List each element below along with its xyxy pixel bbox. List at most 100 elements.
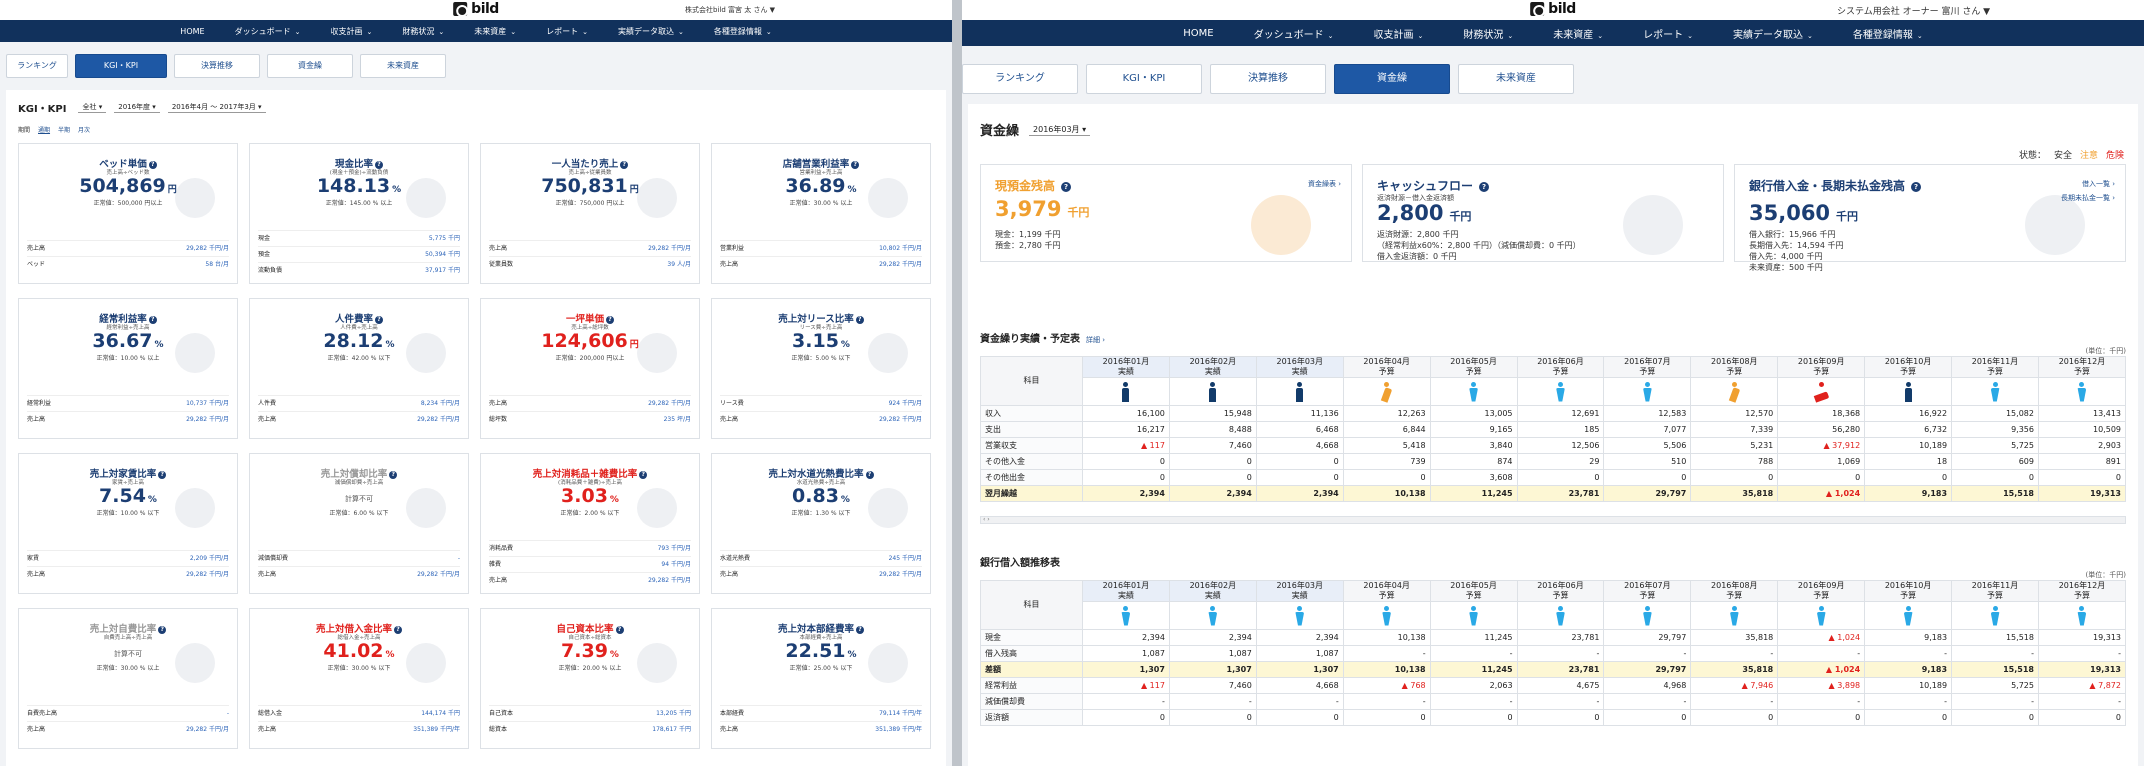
tab-item[interactable]: 資金繰 bbox=[1334, 64, 1450, 94]
help-icon[interactable]: ? bbox=[615, 626, 624, 634]
month-header: 2016年09月 予算 bbox=[1777, 580, 1866, 602]
nav-item[interactable]: レポート ⌄ bbox=[1643, 29, 1693, 41]
kpi-card: 店舗営業利益率? 営業利益÷売上高 36.89% 正常値：30.00 % 以上 … bbox=[711, 143, 931, 284]
kpi-value: 36.89% bbox=[785, 175, 857, 197]
help-icon[interactable]: ? bbox=[855, 316, 864, 324]
help-icon[interactable]: ? bbox=[394, 626, 402, 634]
tab-item[interactable]: KGI・KPI bbox=[1086, 64, 1202, 94]
nav-item[interactable]: 実績データ取込 ⌄ bbox=[1732, 29, 1813, 41]
help-icon[interactable]: ? bbox=[606, 316, 614, 324]
month-header: 2016年12月 予算 bbox=[2037, 356, 2127, 378]
tab-item[interactable]: ランキング bbox=[962, 64, 1078, 94]
help-icon[interactable]: ? bbox=[158, 471, 167, 479]
store-select[interactable]: 全社 ▾ bbox=[78, 102, 107, 113]
nav-item[interactable]: 収支計画 ⌄ bbox=[330, 26, 373, 36]
period-full-year[interactable]: 通期 bbox=[38, 127, 51, 134]
period-half[interactable]: 半期 bbox=[58, 127, 71, 134]
top-bar: bild システム用会社 オーナー 富川 さん ▼ bbox=[962, 0, 2144, 20]
kpi-row: 減価償却費 - bbox=[258, 550, 460, 566]
user-menu[interactable]: 株式会社bild 富宮 太 さん ▼ bbox=[685, 6, 776, 14]
month-header: 2016年08月 予算 bbox=[1690, 356, 1779, 378]
card-link[interactable]: 資金繰表 › bbox=[1307, 180, 1341, 188]
kpi-row: 総借入金 144,174 千円 bbox=[258, 705, 460, 721]
kpi-card: 売上対リース比率? リース費÷売上高 3.15% 正常値：5.00 % 以下 リ… bbox=[711, 298, 931, 439]
cf-table-title: 資金繰り実績・予定表 詳細 › bbox=[980, 334, 1106, 345]
tab-item[interactable]: 決算推移 bbox=[174, 54, 260, 78]
help-icon[interactable]: ? bbox=[865, 471, 874, 479]
month-select[interactable]: 2016年03月 ▾ bbox=[1029, 124, 1091, 136]
nav-item[interactable]: ダッシュボード ⌄ bbox=[1253, 29, 1334, 41]
nav-item[interactable]: HOME bbox=[1183, 27, 1214, 39]
range-select[interactable]: 2016年4月 〜 2017年3月 ▾ bbox=[167, 102, 266, 113]
help-icon[interactable]: ? bbox=[1061, 182, 1072, 192]
help-icon[interactable]: ? bbox=[148, 316, 157, 324]
kpi-value: 3.15% bbox=[792, 330, 850, 352]
nav-item[interactable]: 実績データ取込 ⌄ bbox=[617, 26, 684, 36]
chevron-down-icon: ⌄ bbox=[582, 27, 588, 36]
cf-table-scrollbar[interactable]: ‹ › bbox=[980, 516, 2126, 524]
cf-detail-link[interactable]: 詳細 › bbox=[1086, 336, 1106, 344]
nav-item[interactable]: 未来資産 ⌄ bbox=[1553, 29, 1604, 41]
help-icon[interactable]: ? bbox=[639, 471, 648, 479]
main-nav: HOME ダッシュボード ⌄ 収支計画 ⌄ 財務状況 ⌄ 未来資産 ⌄ レポート ⌄ 実績データ取込 ⌄… bbox=[0, 20, 952, 42]
month-header: 2016年11月 予算 bbox=[1951, 580, 2039, 602]
nav-item[interactable]: 未来資産 ⌄ bbox=[474, 26, 517, 36]
help-icon[interactable]: ? bbox=[158, 626, 167, 634]
status-figure-icon bbox=[1342, 601, 1431, 630]
nav-item[interactable]: 財務状況 ⌄ bbox=[402, 26, 445, 36]
help-icon[interactable]: ? bbox=[851, 161, 860, 169]
nav-item[interactable]: 財務状況 ⌄ bbox=[1463, 29, 1514, 41]
nav-item[interactable]: レポート ⌄ bbox=[546, 26, 588, 36]
nav-item[interactable]: ダッシュボード ⌄ bbox=[234, 26, 301, 36]
kpi-row: 自費売上高 - bbox=[27, 705, 229, 721]
status-figure-icon bbox=[1951, 601, 2039, 630]
status-figure-icon bbox=[1690, 601, 1779, 630]
help-icon[interactable]: ? bbox=[148, 161, 157, 169]
tab-item[interactable]: 未来資産 bbox=[360, 54, 446, 78]
main-nav: HOME ダッシュボード ⌄ 収支計画 ⌄ 財務状況 ⌄ 未来資産 ⌄ レポート ⌄ 実績データ取込 ⌄… bbox=[962, 20, 2144, 46]
month-header: 2016年02月 実績 bbox=[1168, 580, 1257, 602]
kpi-value: 148.13% bbox=[316, 175, 402, 197]
month-header: 2016年07月 予算 bbox=[1603, 356, 1692, 378]
kpi-standard: 正常値：5.00 % 以下 bbox=[791, 355, 851, 362]
kpi-row: 売上高 29,282 千円/月 bbox=[489, 395, 691, 411]
kpi-bg-icon bbox=[175, 178, 215, 218]
card-link[interactable]: 長期未払金一覧 › bbox=[2060, 194, 2115, 202]
unit-label: (単位：千円) bbox=[2085, 347, 2126, 355]
nav-item[interactable]: 各種登録情報 ⌄ bbox=[1852, 29, 1923, 41]
help-icon[interactable]: ? bbox=[1911, 182, 1922, 192]
tab-item[interactable]: 未来資産 bbox=[1458, 64, 1574, 94]
kpi-card: ベッド単価? 売上高÷ベッド数 504,869 円 正常値：500,000 円以上… bbox=[18, 143, 238, 284]
tab-item[interactable]: ランキング bbox=[6, 54, 68, 78]
bild-logo[interactable]: bild bbox=[1530, 1, 1576, 17]
help-icon[interactable]: ? bbox=[375, 316, 383, 324]
status-figure-icon bbox=[1168, 377, 1257, 406]
help-icon[interactable]: ? bbox=[389, 471, 398, 479]
tab-item[interactable]: 資金繰 bbox=[267, 54, 353, 78]
status-figure-icon bbox=[1082, 601, 1170, 630]
help-icon[interactable]: ? bbox=[1479, 182, 1490, 192]
help-icon[interactable]: ? bbox=[375, 161, 383, 169]
kpi-bg-icon bbox=[637, 333, 677, 373]
bild-logo[interactable]: bild bbox=[453, 1, 499, 17]
kpi-title: 売上対消耗品＋雑費比率? bbox=[481, 466, 699, 480]
nav-item[interactable]: 各種登録情報 ⌄ bbox=[713, 26, 772, 36]
status-figure-icon bbox=[1864, 377, 1953, 406]
status-figure-icon bbox=[1951, 377, 2039, 406]
tab-item[interactable]: 決算推移 bbox=[1210, 64, 1326, 94]
nav-item[interactable]: HOME bbox=[180, 26, 205, 36]
nav-item[interactable]: 収支計画 ⌄ bbox=[1373, 29, 1424, 41]
user-menu[interactable]: システム用会社 オーナー 富川 さん ▼ bbox=[1837, 7, 1991, 17]
month-header: 2016年07月 予算 bbox=[1603, 580, 1692, 602]
kpi-title: 売上対本部経費率? bbox=[712, 621, 930, 635]
period-monthly[interactable]: 月次 bbox=[78, 127, 91, 134]
fiscal-select[interactable]: 2016年度 ▾ bbox=[114, 102, 160, 113]
status-figure-icon bbox=[1777, 601, 1866, 630]
help-icon[interactable]: ? bbox=[856, 626, 864, 634]
tab-item[interactable]: KGI・KPI bbox=[75, 54, 167, 78]
kpi-standard: 正常値：30.00 % 以上 bbox=[789, 200, 853, 207]
help-icon[interactable]: ? bbox=[620, 161, 629, 169]
card-link[interactable]: 借入一覧 › bbox=[2081, 180, 2115, 188]
kpi-row: リース費 924 千円/月 bbox=[720, 395, 922, 411]
kpi-row: 売上高 29,282 千円/月 bbox=[258, 566, 460, 582]
